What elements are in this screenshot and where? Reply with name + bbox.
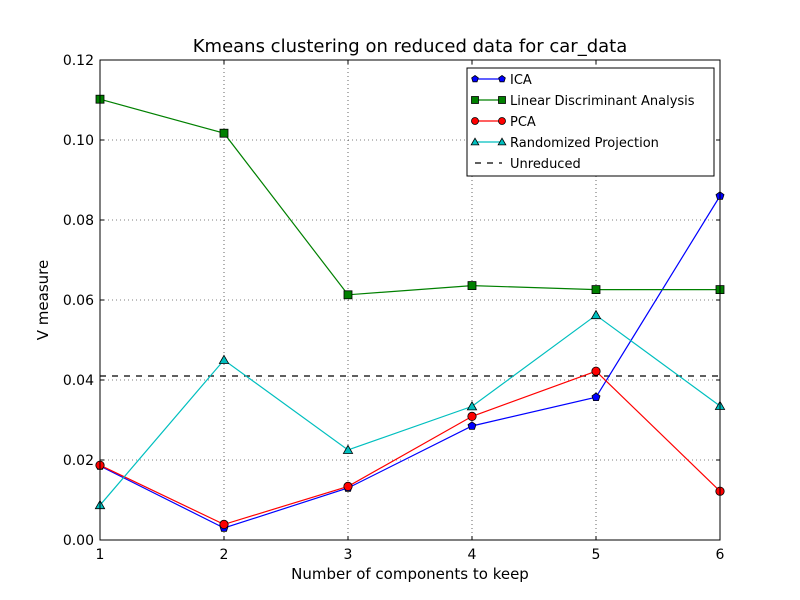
legend-label: Randomized Projection bbox=[510, 136, 659, 151]
data-point-pca bbox=[343, 481, 353, 491]
data-point-randomized-projection bbox=[466, 400, 478, 411]
series-line-pca bbox=[99, 370, 721, 526]
legend: ICA Linear Discriminant Analysis PCA Random… bbox=[466, 67, 715, 177]
y-axis-label: V measure bbox=[34, 260, 52, 340]
legend-item-pca: PCA bbox=[471, 115, 536, 130]
legend-label: PCA bbox=[510, 115, 536, 130]
x-axis-label: Number of components to keep bbox=[291, 565, 529, 583]
y-tick-label: 0.04 bbox=[63, 373, 94, 389]
legend-item-ica: ICA bbox=[471, 73, 532, 88]
series-line-ica bbox=[99, 195, 721, 529]
legend-label: Linear Discriminant Analysis bbox=[510, 94, 695, 109]
legend-box bbox=[466, 67, 715, 177]
data-point-ica bbox=[591, 392, 601, 402]
x-tick-label: 3 bbox=[344, 547, 353, 563]
data-point-randomized-projection bbox=[342, 444, 354, 454]
legend-item-unreduced: Unreduced bbox=[475, 157, 581, 172]
data-point-pca bbox=[591, 366, 601, 376]
legend-item-randomized-projection: Randomized Projection bbox=[470, 136, 659, 151]
y-tick-label: 0.10 bbox=[63, 133, 94, 149]
data-point-linear-discriminant-analysis bbox=[467, 281, 477, 291]
x-tick-label: 6 bbox=[716, 547, 725, 563]
data-point-linear-discriminant-analysis bbox=[219, 128, 229, 138]
y-tick-label: 0.00 bbox=[63, 533, 94, 549]
y-tick-label: 0.08 bbox=[63, 213, 94, 229]
legend-marker bbox=[498, 117, 506, 125]
data-point-pca bbox=[219, 519, 229, 530]
legend-marker bbox=[471, 96, 479, 104]
legend-label: Unreduced bbox=[510, 157, 581, 172]
chart-title: Kmeans clustering on reduced data for ca… bbox=[193, 36, 628, 57]
x-tick-label: 2 bbox=[220, 547, 229, 563]
legend-marker bbox=[471, 75, 479, 83]
axis-ticks: 1 2 3 4 5 6 0.00 0.02 0.04 0.06 0.08 0.10 0.12 bbox=[63, 53, 725, 563]
legend-marker bbox=[498, 75, 506, 83]
legend-marker bbox=[471, 117, 479, 125]
y-tick-label: 0.06 bbox=[63, 293, 94, 309]
data-point-linear-discriminant-analysis bbox=[343, 290, 353, 300]
y-tick-label: 0.12 bbox=[63, 53, 94, 69]
legend-label: ICA bbox=[510, 73, 532, 88]
data-point-randomized-projection bbox=[590, 309, 602, 320]
legend-marker bbox=[498, 96, 506, 104]
legend-item-linear-discriminant-analysis: Linear Discriminant Analysis bbox=[471, 94, 695, 109]
y-tick-label: 0.02 bbox=[63, 453, 94, 469]
series-line-linear-discriminant-analysis bbox=[99, 98, 720, 296]
series-line-randomized-projection bbox=[99, 314, 721, 506]
x-tick-label: 4 bbox=[468, 547, 477, 563]
data-point-pca bbox=[467, 411, 477, 421]
data-point-randomized-projection bbox=[218, 354, 230, 364]
data-point-linear-discriminant-analysis bbox=[591, 285, 601, 295]
x-tick-label: 5 bbox=[592, 547, 601, 563]
legend-marker bbox=[497, 137, 507, 146]
x-tick-label: 1 bbox=[96, 547, 105, 563]
legend-marker bbox=[470, 137, 480, 146]
data-point-ica bbox=[467, 421, 477, 430]
